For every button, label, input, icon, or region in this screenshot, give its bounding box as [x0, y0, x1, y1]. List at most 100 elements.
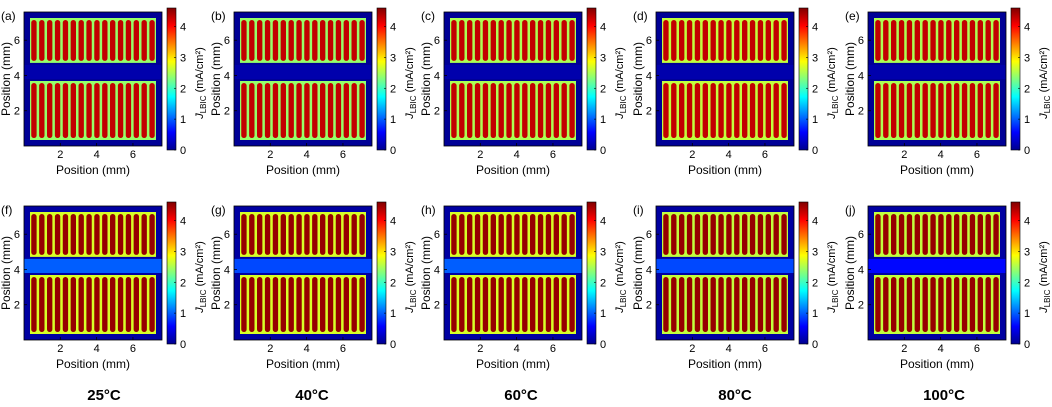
finger-stripe — [117, 83, 124, 138]
colorbar-tick-label: 3 — [180, 246, 186, 258]
finger-stripe — [102, 214, 108, 255]
y-tick-label: 6 — [858, 35, 864, 47]
y-tick-label: 2 — [646, 300, 652, 312]
finger-stripe — [914, 214, 920, 255]
finger-stripe — [78, 214, 84, 255]
y-tick-label: 2 — [14, 300, 20, 312]
finger-stripe — [522, 83, 528, 138]
axes-frame — [867, 205, 1007, 341]
colorbar-label: JLBIC (mA/cm²) — [614, 47, 628, 120]
finger-stripe — [351, 20, 357, 61]
finger-stripe — [930, 83, 936, 138]
finger-stripe — [985, 83, 991, 138]
y-tick-label: 2 — [858, 106, 864, 118]
y-axis-label: Position (mm) — [209, 236, 223, 310]
colorbar-tick-label: 0 — [390, 145, 396, 157]
finger-stripe — [70, 214, 76, 255]
colorbar-tick-label: 3 — [812, 52, 818, 64]
finger-stripe — [985, 214, 991, 255]
axes-frame — [443, 205, 583, 341]
finger-stripe — [914, 83, 920, 138]
colorbar-tick-label: 4 — [390, 216, 396, 228]
finger-stripe — [914, 20, 920, 61]
colorbar-tick-label: 1 — [180, 308, 186, 320]
finger-stripe — [490, 214, 496, 255]
finger-stripe — [467, 20, 473, 61]
finger-stripe — [694, 214, 701, 255]
colorbar-label: JLBIC (mA/cm²) — [404, 47, 418, 120]
finger-stripe — [522, 277, 528, 332]
finger-stripe — [451, 277, 457, 332]
finger-stripe — [490, 83, 496, 138]
finger-stripe — [686, 83, 693, 138]
finger-stripe — [561, 214, 567, 255]
finger-stripe — [241, 214, 247, 255]
finger-stripe — [62, 83, 69, 138]
colorbar-label: JLBIC (mA/cm²) — [826, 47, 840, 120]
finger-stripe — [977, 277, 983, 332]
colorbar — [376, 7, 387, 151]
finger-stripe — [335, 83, 342, 138]
finger-stripe — [898, 83, 905, 138]
finger-stripe — [280, 20, 286, 61]
finger-stripe — [149, 277, 155, 332]
x-axis-label: Position (mm) — [688, 163, 762, 177]
finger-stripe — [946, 20, 952, 61]
finger-stripe — [498, 20, 504, 61]
colorbar-tick-label: 2 — [600, 277, 606, 289]
finger-stripe — [883, 83, 889, 138]
finger-stripe — [561, 277, 567, 332]
colorbar-tick-label: 3 — [600, 246, 606, 258]
finger-stripe — [946, 214, 952, 255]
finger-stripe — [257, 214, 263, 255]
x-tick-label: 2 — [901, 343, 907, 355]
finger-stripe — [312, 277, 318, 332]
finger-stripe — [954, 20, 960, 61]
y-tick-label: 2 — [224, 106, 230, 118]
y-tick-label: 6 — [14, 35, 20, 47]
x-tick-label: 6 — [340, 343, 346, 355]
x-tick-label: 4 — [938, 149, 944, 161]
x-tick-label: 6 — [550, 343, 556, 355]
finger-stripe — [141, 20, 147, 61]
finger-stripe — [296, 83, 302, 138]
colorbar-tick-label: 0 — [600, 145, 606, 157]
finger-stripe — [977, 20, 983, 61]
finger-stripe — [710, 20, 716, 61]
y-tick-label: 4 — [646, 264, 652, 276]
y-tick-label: 4 — [14, 264, 20, 276]
finger-stripe — [264, 214, 271, 255]
colorbar — [166, 201, 177, 345]
finger-stripe — [320, 214, 326, 255]
finger-stripe — [110, 20, 116, 61]
y-tick-label: 2 — [224, 300, 230, 312]
colorbar-tick-label: 3 — [600, 52, 606, 64]
finger-stripe — [335, 277, 342, 332]
finger-stripe — [62, 277, 69, 332]
colorbar-label: JLBIC (mA/cm²) — [194, 47, 208, 120]
finger-stripe — [31, 277, 37, 332]
finger-stripe — [718, 214, 724, 255]
finger-stripe — [39, 214, 45, 255]
finger-stripe — [459, 214, 465, 255]
finger-stripe — [765, 277, 771, 332]
finger-stripe — [686, 20, 693, 61]
finger-stripe — [514, 83, 520, 138]
finger-stripe — [969, 83, 976, 138]
finger-stripe — [498, 83, 504, 138]
finger-stripe — [742, 20, 748, 61]
colorbar-tick-label: 2 — [600, 83, 606, 95]
finger-stripe — [327, 83, 334, 138]
finger-stripe — [969, 20, 976, 61]
x-tick-label: 4 — [304, 343, 310, 355]
x-tick-label: 6 — [340, 149, 346, 161]
finger-stripe — [490, 20, 496, 61]
finger-stripe — [781, 83, 787, 138]
finger-stripe — [514, 20, 520, 61]
x-axis-label: Position (mm) — [688, 357, 762, 371]
y-tick-label: 6 — [434, 35, 440, 47]
